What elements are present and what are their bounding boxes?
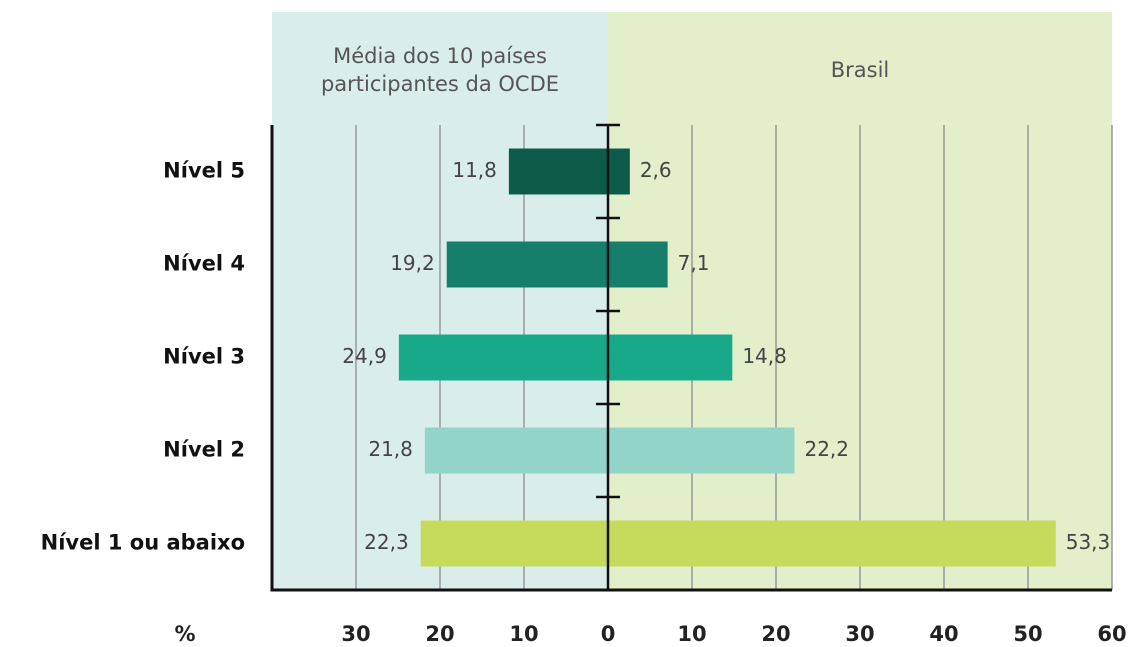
data-label: 2,6 bbox=[640, 158, 672, 182]
category-label: Nível 1 ou abaixo bbox=[41, 531, 245, 555]
legend-label: Brasil bbox=[830, 58, 890, 82]
x-tick-label: 10 bbox=[677, 622, 706, 646]
bar bbox=[424, 427, 608, 474]
x-axis-label: % bbox=[174, 622, 195, 646]
data-label: 22,2 bbox=[804, 437, 849, 461]
category-label: Nível 2 bbox=[163, 438, 245, 462]
bar bbox=[608, 334, 733, 381]
x-tick-label: 20 bbox=[761, 622, 790, 646]
data-label: 53,3 bbox=[1066, 530, 1111, 554]
legend-label: Média dos 10 países participantes da OCD… bbox=[320, 44, 560, 96]
x-tick-label: 30 bbox=[341, 622, 370, 646]
bar bbox=[398, 334, 608, 381]
data-label: 7,1 bbox=[678, 251, 710, 275]
data-label: 14,8 bbox=[742, 344, 787, 368]
bar bbox=[608, 520, 1056, 567]
x-tick-label: 50 bbox=[1013, 622, 1042, 646]
x-tick-label: 10 bbox=[509, 622, 538, 646]
data-label: 19,2 bbox=[390, 251, 435, 275]
x-tick-label: 40 bbox=[929, 622, 958, 646]
category-label: Nível 5 bbox=[163, 159, 245, 183]
category-label: Nível 3 bbox=[163, 345, 245, 369]
x-tick-label: 60 bbox=[1097, 622, 1126, 646]
panel-header: Média dos 10 países participantes da OCD… bbox=[320, 44, 560, 96]
bar bbox=[608, 241, 668, 288]
data-label: 21,8 bbox=[368, 437, 413, 461]
bar bbox=[446, 241, 608, 288]
data-label: 22,3 bbox=[364, 530, 409, 554]
x-tick-label: 0 bbox=[601, 622, 616, 646]
x-tick-label: 30 bbox=[845, 622, 874, 646]
bar bbox=[608, 148, 630, 195]
bar bbox=[608, 427, 795, 474]
data-label: 11,8 bbox=[452, 158, 497, 182]
x-tick-label: 20 bbox=[425, 622, 454, 646]
bar bbox=[420, 520, 608, 567]
bar bbox=[508, 148, 608, 195]
data-label: 24,9 bbox=[342, 344, 387, 368]
panel-header: Brasil bbox=[830, 58, 890, 82]
category-label: Nível 4 bbox=[163, 252, 245, 276]
